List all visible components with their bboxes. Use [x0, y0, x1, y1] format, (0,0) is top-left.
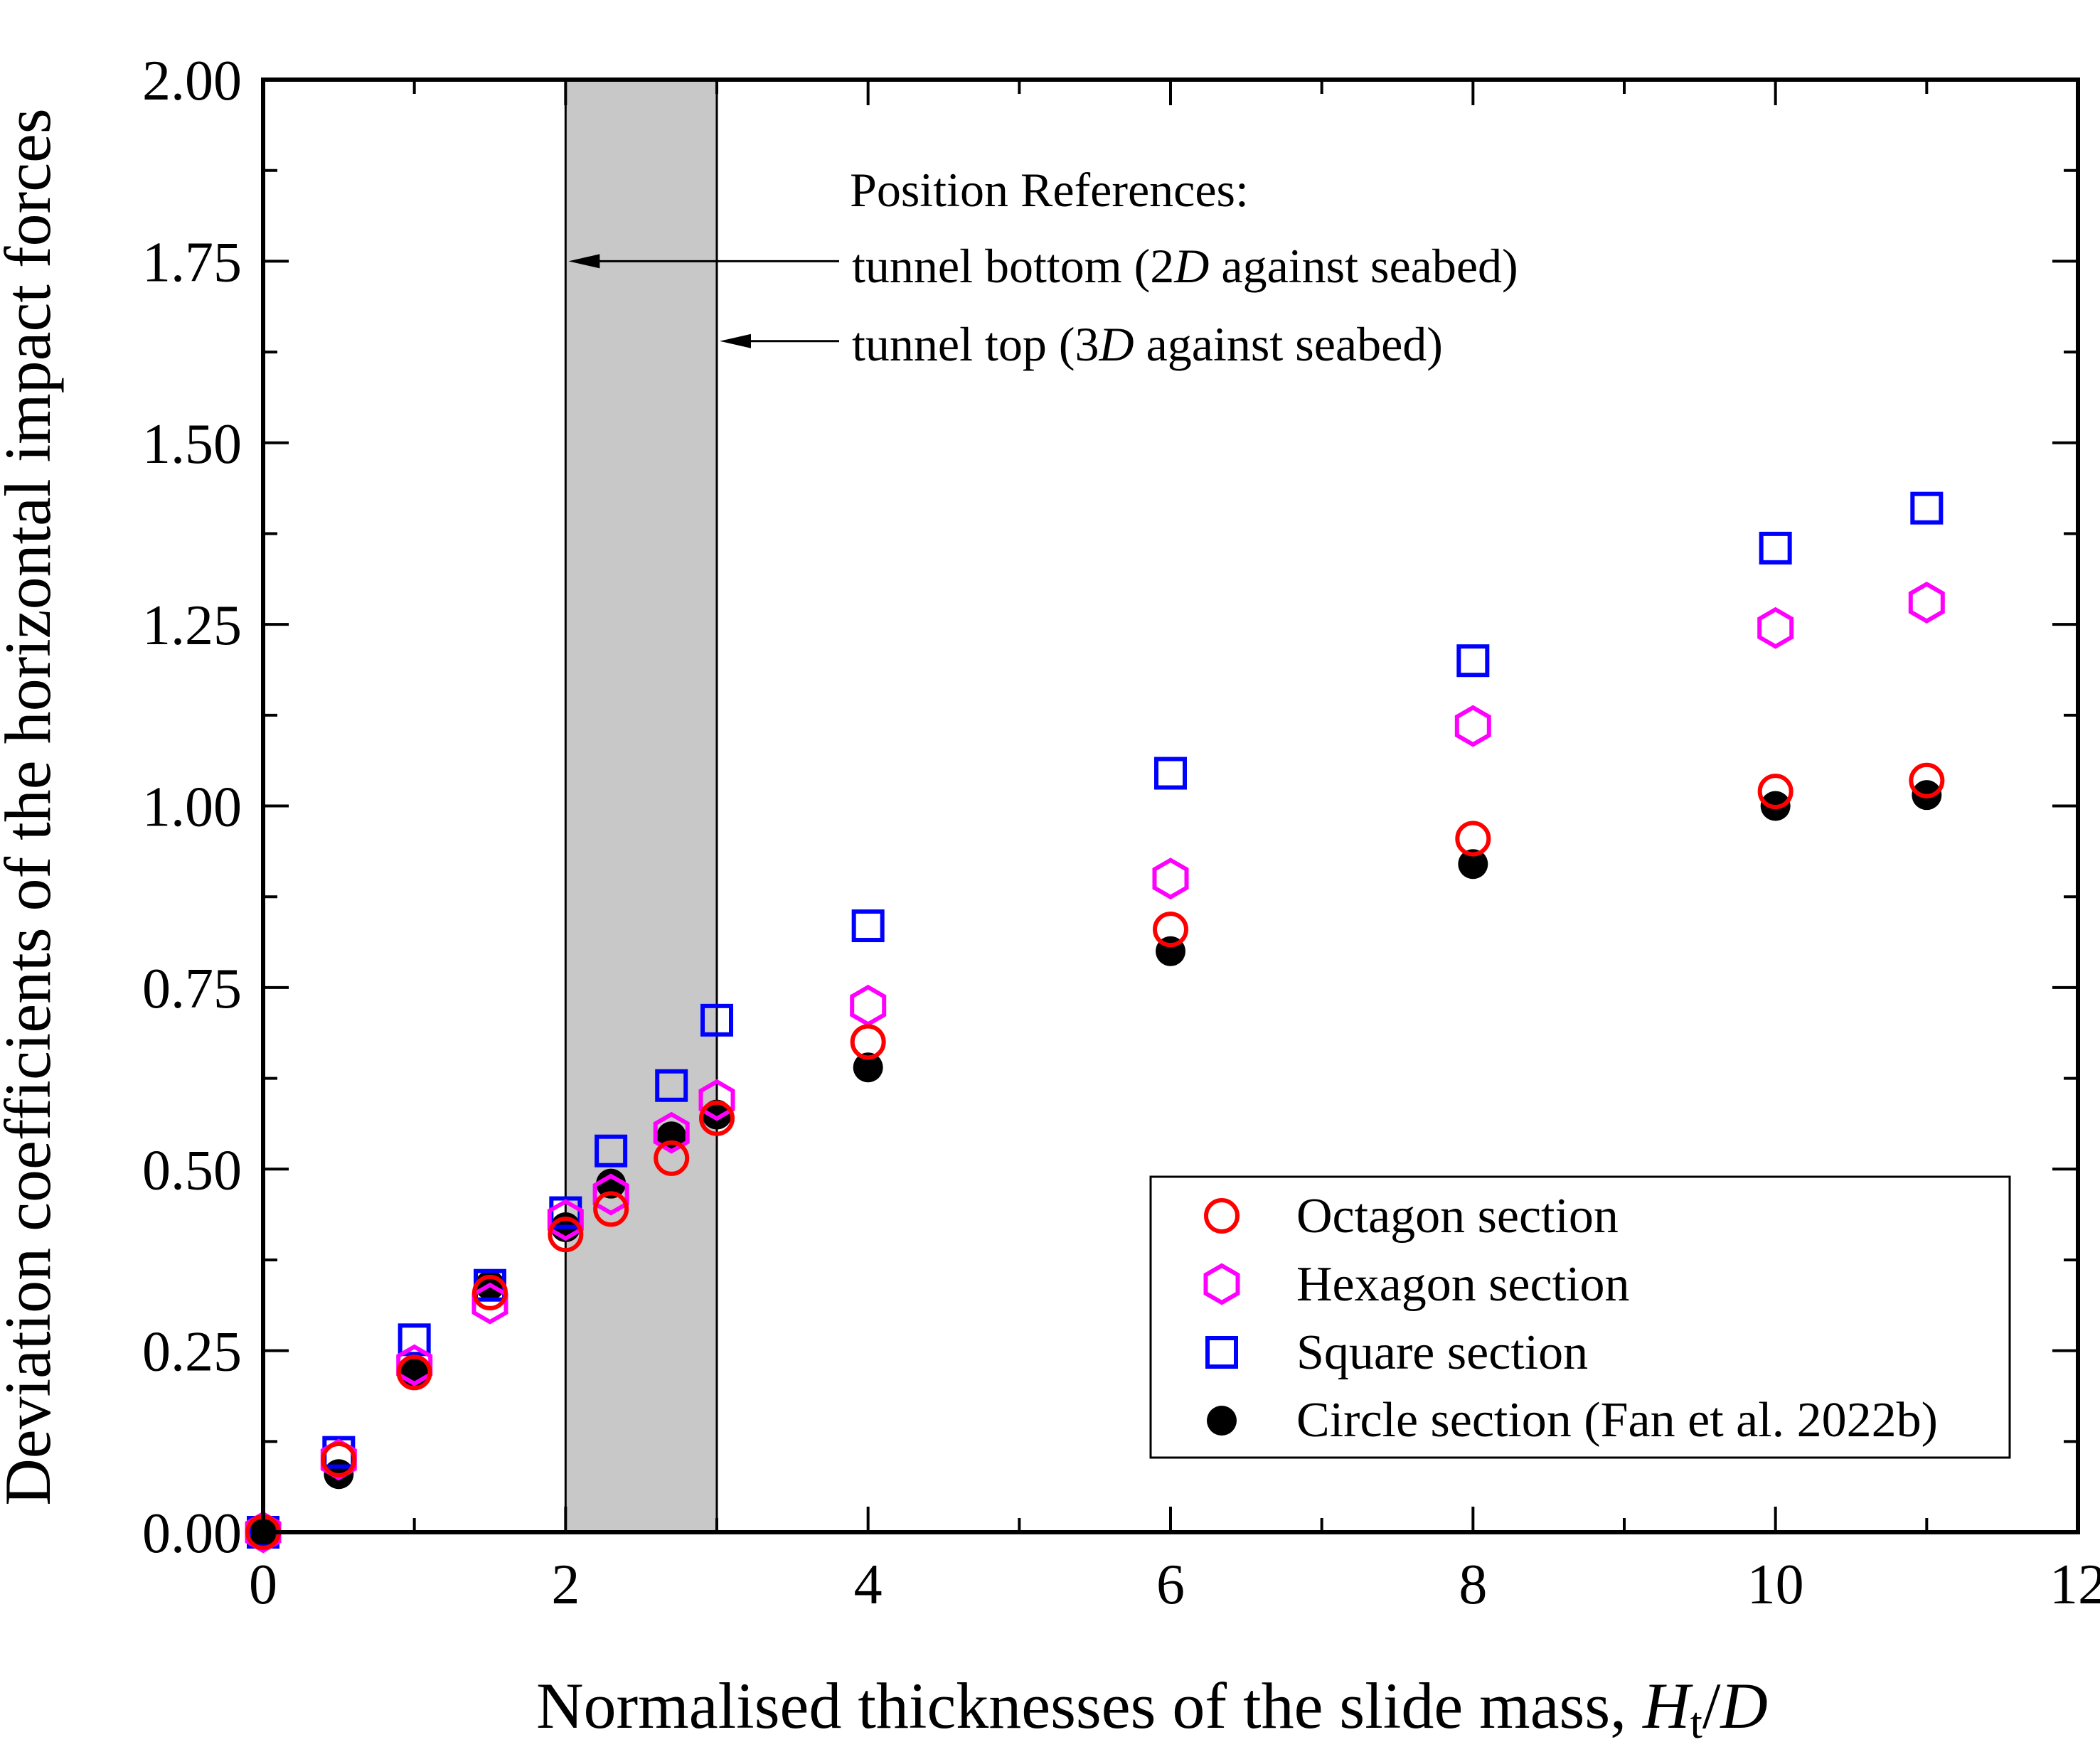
- data-point-circle-open: [850, 1024, 886, 1060]
- plot-frame: [261, 78, 2080, 1534]
- legend-symbol-circle-filled: [1207, 1406, 1237, 1436]
- data-point-hexagon-open: [245, 1511, 282, 1554]
- data-point-circle-open: [1455, 821, 1491, 857]
- data-point-circle-open: [396, 1354, 432, 1391]
- data-point-square-open: [655, 1069, 688, 1102]
- y-tick-label: 1.25: [142, 594, 242, 657]
- x-tick-label: 2: [551, 1554, 580, 1616]
- data-point-square-open: [398, 1323, 431, 1357]
- y-tick-label: 0.25: [142, 1321, 242, 1384]
- data-point-square-open: [1910, 491, 1944, 525]
- data-point-square-open: [1456, 644, 1490, 678]
- data-point-circle-open: [548, 1217, 584, 1253]
- annotation-top-var: D: [1099, 317, 1134, 371]
- annotation-arrows: [568, 254, 839, 348]
- legend-symbol-square-open: [1205, 1336, 1238, 1369]
- series-circle-open: [245, 762, 1945, 1550]
- annotation-bottom-prefix: tunnel bottom (2: [852, 239, 1174, 293]
- legend-symbol-hexagon-open: [1203, 1263, 1240, 1305]
- y-tick-label: 0.75: [142, 958, 242, 1020]
- arrow-tunnel-top: [720, 333, 839, 348]
- x-tick-label: 8: [1459, 1554, 1487, 1616]
- x-axis-title-slash: /: [1702, 1669, 1721, 1742]
- annotation-tunnel-top: tunnel top (3D against seabed): [852, 317, 1443, 371]
- data-point-circle-filled: [702, 1099, 732, 1130]
- data-point-hexagon-open: [1757, 607, 1794, 649]
- legend-symbols: [1203, 1198, 1240, 1436]
- legend-label-circle: Circle section (Fan et al. 2022b): [1296, 1393, 1938, 1448]
- y-tick-label: 1.75: [142, 231, 242, 294]
- x-axis-title-prefix: Normalised thicknesses of the slide mass…: [536, 1669, 1643, 1742]
- data-point-hexagon-open: [547, 1199, 584, 1241]
- y-tick-label: 1.00: [142, 776, 242, 839]
- legend-label-hexagon: Hexagon section: [1296, 1257, 1629, 1312]
- data-point-hexagon-open: [1152, 857, 1189, 900]
- annotation-top-prefix: tunnel top (3: [852, 317, 1099, 371]
- data-point-circle-filled: [596, 1168, 627, 1199]
- y-tick-label: 0.50: [142, 1139, 242, 1202]
- x-axis-title-var: H: [1642, 1669, 1693, 1742]
- data-point-circle-open: [699, 1100, 735, 1136]
- data-point-hexagon-open: [1454, 705, 1491, 747]
- annotation-header: Position References:: [850, 163, 1249, 217]
- legend-label-octagon: Octagon section: [1296, 1189, 1619, 1244]
- legend-box: [1149, 1175, 2011, 1459]
- x-axis-title-var2: D: [1719, 1669, 1767, 1742]
- data-point-square-open: [700, 1003, 733, 1037]
- data-point-circle-open: [1909, 762, 1945, 798]
- data-point-hexagon-open: [592, 1173, 629, 1216]
- y-tick-label: 1.50: [142, 413, 242, 476]
- data-point-hexagon-open: [653, 1111, 690, 1154]
- data-point-hexagon-open: [698, 1079, 735, 1121]
- annotation-bottom-suffix: against seabed): [1209, 239, 1518, 293]
- data-point-square-open: [1154, 757, 1187, 790]
- data-point-circle-open: [321, 1441, 357, 1478]
- data-point-square-open: [851, 909, 885, 943]
- data-point-circle-open: [593, 1191, 629, 1227]
- data-point-circle-open: [1757, 774, 1793, 810]
- data-point-circle-open: [472, 1274, 508, 1310]
- data-point-circle-filled: [1458, 849, 1488, 880]
- x-axis-title-sub: t: [1690, 1699, 1702, 1742]
- x-tick-label: 6: [1156, 1554, 1185, 1616]
- annotation-tunnel-bottom: tunnel bottom (2D against seabed): [852, 239, 1518, 293]
- data-point-circle-open: [1153, 912, 1188, 948]
- data-point-square-open: [1759, 531, 1792, 565]
- legend-label-square: Square section: [1296, 1325, 1588, 1380]
- legend-symbol-circle-open: [1204, 1198, 1240, 1234]
- y-tick-label: 0.00: [142, 1502, 242, 1565]
- y-axis-title: Deviation coefficients of the horizontal…: [0, 108, 64, 1505]
- data-point-square-open: [595, 1134, 628, 1167]
- data-markers: [245, 491, 1945, 1554]
- data-point-hexagon-open: [396, 1344, 433, 1386]
- annotation-top-suffix: against seabed): [1134, 317, 1443, 371]
- x-tick-label: 10: [1747, 1554, 1804, 1616]
- legend: Octagon section Hexagon section Square s…: [1149, 1175, 2011, 1459]
- data-point-hexagon-open: [320, 1438, 357, 1481]
- data-point-circle-open: [654, 1140, 690, 1176]
- data-point-hexagon-open: [1908, 582, 1945, 624]
- tunnel-shaded-region: [564, 78, 718, 1534]
- x-tick-label: 0: [249, 1554, 277, 1616]
- series-hexagon-open: [245, 582, 1945, 1554]
- annotation-bottom-var: D: [1173, 239, 1209, 293]
- data-point-circle-filled: [853, 1052, 883, 1083]
- data-point-hexagon-open: [850, 984, 887, 1027]
- x-tick-label: 4: [854, 1554, 883, 1616]
- x-tick-label: 12: [2050, 1554, 2100, 1616]
- arrow-tunnel-bottom: [568, 254, 839, 269]
- axis-tick-labels: 0 2 4 6 8 10 12 0.00 0.25 0.50 0.75 1.00 1.25 1.50 1.7…: [142, 50, 2100, 1616]
- y-tick-label: 2.00: [142, 50, 242, 112]
- x-axis-title: Normalised thicknesses of the slide mass…: [536, 1669, 1768, 1742]
